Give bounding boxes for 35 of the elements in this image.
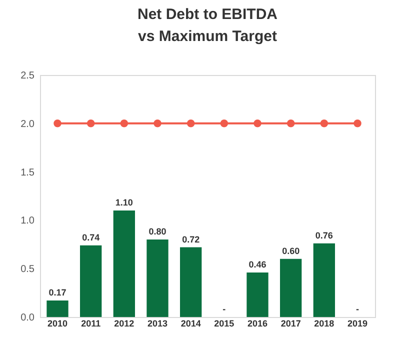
data-label: 0.74: [82, 232, 100, 242]
y-tick-label: 1.5: [20, 167, 35, 178]
x-tick-label: 2015: [214, 318, 234, 328]
y-tick-label: 0.5: [20, 264, 35, 276]
data-label: 0.60: [282, 246, 300, 256]
bar: [46, 300, 68, 317]
bar: [246, 272, 268, 317]
x-tick-label: 2012: [114, 318, 134, 328]
chart-title: Net Debt to EBITDA vs Maximum Target: [138, 6, 278, 45]
bar: [146, 240, 168, 317]
bar: [113, 210, 135, 317]
data-label: 0.72: [182, 234, 200, 244]
x-tick-label: 2017: [280, 318, 301, 328]
x-tick-label: 2016: [247, 318, 268, 328]
bar: [80, 245, 102, 317]
data-label: 0.80: [148, 226, 166, 237]
y-tick-label: 2.0: [20, 118, 35, 130]
x-tick-label: 2011: [81, 318, 101, 328]
x-tick-label: 2019: [347, 318, 368, 328]
y-tick-label: 0.0: [20, 312, 35, 324]
bar: [280, 258, 302, 317]
data-label: 1.10: [115, 198, 133, 208]
data-label: 0.76: [315, 230, 333, 240]
y-tick-label: 2.5: [20, 70, 35, 82]
data-label: 0.46: [248, 259, 266, 270]
text: -: [222, 304, 226, 314]
x-tick-label: 2013: [147, 318, 168, 328]
bar: [313, 243, 335, 317]
x-tick-label: 2010: [47, 318, 68, 328]
data-label: 0.17: [48, 288, 66, 298]
bar: [180, 247, 202, 317]
x-tick-label: 2018: [314, 318, 334, 328]
y-tick-label: 1.0: [20, 216, 35, 227]
x-tick-label: 2014: [180, 318, 201, 328]
text: -: [356, 304, 359, 314]
